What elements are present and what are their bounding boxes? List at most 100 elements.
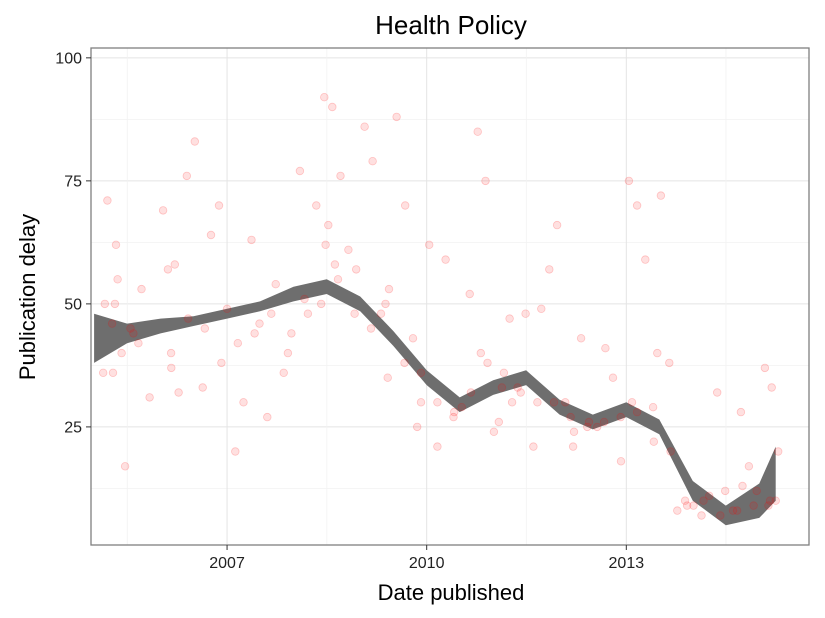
data-point: [267, 309, 276, 318]
data-point: [699, 496, 708, 505]
data-point: [697, 511, 706, 520]
data-point: [601, 344, 610, 353]
data-point: [416, 368, 426, 377]
data-point: [771, 496, 780, 505]
data-point: [400, 358, 409, 368]
data-point: [344, 245, 353, 254]
x-tick-label: 2013: [609, 555, 645, 572]
data-point: [449, 412, 458, 422]
data-point: [120, 462, 130, 471]
data-point: [413, 422, 422, 432]
data-point: [100, 299, 109, 309]
data-point: [599, 417, 609, 427]
data-point: [401, 201, 410, 210]
y-axis-label: Publication delay: [15, 214, 40, 380]
data-point: [433, 398, 442, 407]
data-point: [312, 201, 321, 210]
data-point: [324, 220, 333, 230]
data-point: [649, 437, 658, 446]
data-point: [728, 506, 738, 515]
data-point: [465, 289, 474, 299]
data-point: [376, 309, 386, 318]
data-point: [774, 447, 783, 456]
data-point: [126, 324, 135, 333]
data-point: [360, 122, 369, 131]
data-point: [381, 299, 390, 309]
data-point: [537, 304, 546, 313]
data-point: [656, 191, 666, 200]
data-point: [295, 166, 305, 176]
data-point: [764, 501, 773, 510]
data-point: [489, 427, 499, 436]
data-point: [328, 102, 337, 112]
data-point: [163, 265, 173, 274]
data-point: [113, 275, 122, 284]
data-point: [716, 511, 725, 520]
data-point: [767, 383, 776, 392]
data-point: [129, 329, 138, 338]
data-point: [433, 442, 442, 451]
data-point: [689, 501, 698, 510]
y-tick-label: 75: [64, 173, 82, 190]
data-point: [507, 398, 517, 407]
data-point: [247, 235, 256, 245]
data-point: [466, 388, 476, 397]
data-point: [350, 309, 359, 318]
data-point: [552, 220, 562, 230]
data-point: [352, 265, 361, 274]
data-point: [666, 447, 675, 456]
data-point: [214, 201, 224, 210]
data-point: [713, 388, 722, 397]
chart-title: Health Policy: [375, 10, 527, 40]
data-point: [736, 407, 746, 417]
data-point: [627, 398, 637, 407]
data-point: [450, 407, 459, 417]
data-point: [749, 501, 758, 510]
data-point: [632, 407, 642, 417]
data-point: [110, 299, 120, 309]
data-point: [593, 422, 602, 432]
data-point: [287, 329, 296, 338]
data-point: [473, 127, 482, 136]
data-point: [499, 368, 509, 377]
data-point: [476, 348, 485, 358]
data-point: [158, 206, 168, 215]
data-point: [200, 324, 209, 333]
data-point: [653, 348, 662, 358]
data-point: [103, 196, 112, 205]
data-point: [483, 358, 492, 368]
data-point: [744, 462, 754, 471]
data-point: [107, 319, 117, 328]
data-point: [166, 348, 176, 358]
data-point: [705, 491, 714, 500]
data-point: [673, 506, 682, 515]
data-point: [721, 486, 730, 496]
data-point: [441, 255, 450, 264]
scatter-points: [98, 92, 783, 520]
data-point: [231, 447, 240, 456]
data-point: [392, 112, 401, 122]
data-point: [648, 403, 658, 412]
y-tick-label: 100: [55, 50, 82, 67]
data-point: [569, 427, 579, 436]
data-point: [616, 412, 625, 422]
data-point: [317, 299, 326, 309]
data-point: [263, 412, 272, 422]
smooth-confidence-band: [94, 279, 776, 526]
data-point: [682, 501, 692, 510]
data-point: [303, 309, 313, 318]
axis-ticks: 25 50 75 100 2007 2010 2013: [55, 50, 644, 572]
data-point: [170, 260, 179, 269]
data-point: [568, 442, 578, 451]
data-point: [416, 398, 426, 407]
data-point: [576, 334, 586, 343]
data-point: [336, 171, 345, 181]
data-point: [222, 304, 232, 313]
data-point: [497, 383, 507, 392]
y-tick-label: 50: [64, 296, 82, 313]
data-point: [300, 294, 309, 304]
data-point: [320, 92, 329, 102]
data-point: [137, 284, 146, 294]
data-point: [167, 363, 176, 373]
data-point: [665, 358, 674, 368]
